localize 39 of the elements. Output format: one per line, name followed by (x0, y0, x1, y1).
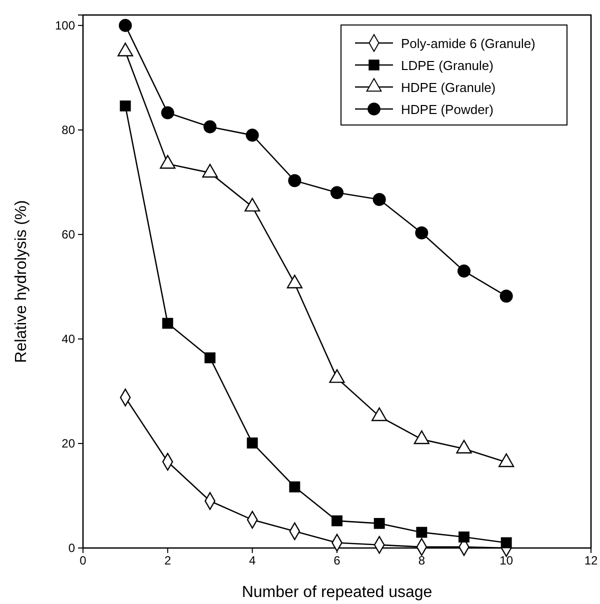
legend-label: Poly-amide 6 (Granule) (401, 36, 536, 51)
y-tick-label: 0 (68, 540, 76, 555)
point (416, 526, 428, 538)
x-tick-label: 6 (334, 554, 341, 568)
point (161, 106, 174, 120)
point (162, 318, 174, 329)
legend-label: LDPE (Granule) (401, 58, 494, 73)
point (372, 192, 386, 206)
x-tick-label: 8 (418, 554, 426, 568)
x-axis-title: Number of repeated usage (242, 584, 432, 601)
point (120, 100, 131, 112)
point (457, 264, 471, 278)
point (374, 518, 385, 529)
y-tick-label: 20 (62, 436, 76, 450)
x-tick-label: 2 (164, 554, 172, 568)
x-tick-label: 0 (80, 554, 87, 568)
point (246, 128, 259, 142)
y-tick-label: 40 (62, 332, 76, 346)
point (118, 18, 132, 32)
point (330, 186, 344, 200)
y-tick-label: 100 (54, 18, 76, 32)
point (458, 532, 470, 542)
legend-label: HDPE (Powder) (401, 102, 494, 117)
y-tick-label: 60 (62, 227, 76, 242)
point (332, 515, 342, 526)
point (500, 290, 513, 303)
point (203, 120, 217, 134)
point (246, 437, 258, 448)
point (415, 226, 428, 240)
point (288, 174, 302, 188)
legend-label: HDPE (Granule) (401, 80, 496, 95)
point (204, 352, 216, 364)
y-axis-title: Relative hydrolysis (%) (13, 200, 30, 363)
point (500, 537, 512, 548)
point (289, 481, 300, 492)
x-tick-label: 12 (584, 554, 598, 568)
x-tick-label: 10 (500, 554, 514, 568)
y-tick-label: 80 (62, 122, 76, 137)
x-tick-label: 4 (248, 554, 256, 568)
